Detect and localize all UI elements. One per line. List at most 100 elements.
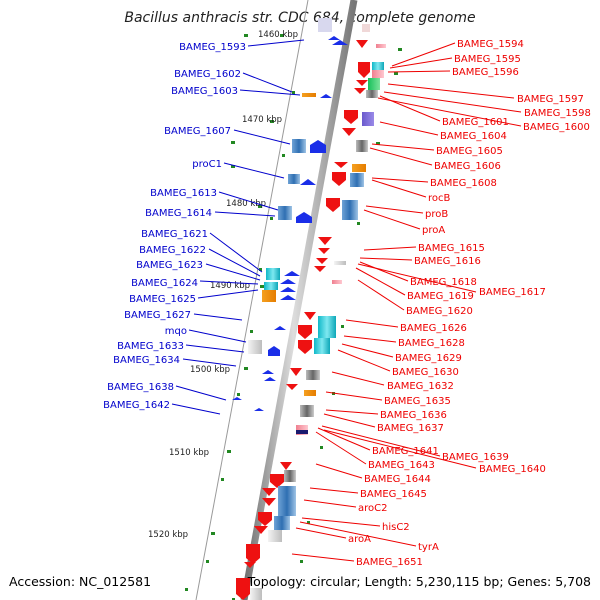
gene-label[interactable]: BAMEG_1642 bbox=[103, 400, 170, 411]
gene-label[interactable]: BAMEG_1602 bbox=[174, 69, 241, 80]
gene-label[interactable]: tyrA bbox=[418, 542, 439, 553]
leader-line bbox=[345, 319, 399, 328]
scale-tick bbox=[270, 217, 273, 220]
leader-line bbox=[193, 313, 243, 321]
gene-label[interactable]: BAMEG_1620 bbox=[406, 306, 473, 317]
scale-tick bbox=[211, 532, 215, 535]
gene-label[interactable]: BAMEG_1640 bbox=[479, 464, 546, 475]
gene-label[interactable]: BAMEG_1622 bbox=[139, 245, 206, 256]
scale-tick bbox=[250, 330, 253, 333]
forward-gene-arrow bbox=[320, 94, 332, 98]
gene-label[interactable]: BAMEG_1633 bbox=[117, 341, 184, 352]
leader-line bbox=[371, 177, 429, 183]
gene-label[interactable]: BAMEG_1630 bbox=[392, 367, 459, 378]
gene-label[interactable]: BAMEG_1634 bbox=[113, 355, 180, 366]
gene-box bbox=[278, 206, 292, 220]
gene-label[interactable]: BAMEG_1600 bbox=[523, 122, 590, 133]
gene-label[interactable]: BAMEG_1623 bbox=[136, 260, 203, 271]
leader-line bbox=[175, 385, 227, 401]
gene-label[interactable]: BAMEG_1598 bbox=[524, 108, 591, 119]
gene-label[interactable]: BAMEG_1617 bbox=[479, 287, 546, 298]
gene-label[interactable]: BAMEG_1644 bbox=[364, 474, 431, 485]
gene-label[interactable]: BAMEG_1607 bbox=[164, 126, 231, 137]
gene-label[interactable]: BAMEG_1606 bbox=[434, 161, 501, 172]
gene-label[interactable]: BAMEG_1619 bbox=[407, 291, 474, 302]
gene-box bbox=[302, 93, 316, 97]
gene-label[interactable]: BAMEG_1643 bbox=[368, 460, 435, 471]
gene-label[interactable]: BAMEG_1597 bbox=[517, 94, 584, 105]
gene-label[interactable]: proC1 bbox=[192, 159, 222, 170]
leader-line bbox=[379, 121, 439, 136]
gene-label[interactable]: proA bbox=[422, 225, 445, 236]
gene-label[interactable]: BAMEG_1601 bbox=[442, 117, 509, 128]
reverse-gene-arrow bbox=[286, 384, 298, 390]
gene-label[interactable]: BAMEG_1596 bbox=[452, 67, 519, 78]
leader-line bbox=[377, 97, 522, 127]
gene-label[interactable]: BAMEG_1628 bbox=[398, 338, 465, 349]
leader-line bbox=[325, 409, 379, 415]
gene-box bbox=[372, 62, 384, 70]
scale-tick bbox=[394, 72, 398, 75]
scale-tick bbox=[244, 367, 248, 370]
gene-label[interactable]: BAMEG_1605 bbox=[436, 146, 503, 157]
leader-line bbox=[182, 358, 237, 367]
gene-label[interactable]: BAMEG_1625 bbox=[129, 294, 196, 305]
leader-line bbox=[214, 211, 276, 217]
gene-label[interactable]: BAMEG_1651 bbox=[356, 557, 423, 568]
gene-label[interactable]: proB bbox=[425, 209, 448, 220]
gene-label[interactable]: BAMEG_1645 bbox=[360, 489, 427, 500]
forward-gene-arrow bbox=[232, 397, 242, 400]
gene-label[interactable]: BAMEG_1614 bbox=[145, 208, 212, 219]
leader-line bbox=[247, 39, 305, 47]
topology-text: Topology: circular; Length: 5,230,115 bp… bbox=[247, 574, 591, 589]
gene-label[interactable]: BAMEG_1635 bbox=[384, 396, 451, 407]
gene-label[interactable]: BAMEG_1618 bbox=[410, 277, 477, 288]
gene-label[interactable]: BAMEG_1627 bbox=[124, 310, 191, 321]
gene-box bbox=[318, 316, 336, 338]
leader-line bbox=[359, 261, 409, 282]
leader-line bbox=[309, 487, 359, 494]
gene-label[interactable]: BAMEG_1615 bbox=[418, 243, 485, 254]
gene-label[interactable]: BAMEG_1641 bbox=[372, 446, 439, 457]
gene-label[interactable]: BAMEG_1626 bbox=[400, 323, 467, 334]
gene-label[interactable]: BAMEG_1632 bbox=[387, 381, 454, 392]
leader-line bbox=[369, 147, 433, 166]
gene-label[interactable]: hisC2 bbox=[382, 522, 410, 533]
gene-label[interactable]: BAMEG_1639 bbox=[442, 452, 509, 463]
reverse-gene-arrow bbox=[246, 544, 260, 564]
reverse-gene-arrow bbox=[298, 340, 312, 354]
gene-box bbox=[300, 405, 314, 417]
gene-label[interactable]: aroA bbox=[348, 534, 371, 545]
gene-label[interactable]: BAMEG_1608 bbox=[430, 178, 497, 189]
scale-tick bbox=[292, 91, 295, 94]
reverse-gene-arrow bbox=[262, 488, 276, 496]
leader-line bbox=[291, 553, 355, 562]
gene-label[interactable]: BAMEG_1624 bbox=[131, 278, 198, 289]
gene-label[interactable]: BAMEG_1594 bbox=[457, 39, 524, 50]
gene-box bbox=[352, 164, 366, 172]
forward-gene-arrow bbox=[296, 212, 312, 223]
gene-label[interactable]: BAMEG_1636 bbox=[380, 410, 447, 421]
gene-label[interactable]: BAMEG_1616 bbox=[414, 256, 481, 267]
gene-label[interactable]: BAMEG_1621 bbox=[141, 229, 208, 240]
gene-label[interactable]: aroC2 bbox=[358, 503, 387, 514]
gene-label[interactable]: BAMEG_1593 bbox=[179, 42, 246, 53]
gene-label[interactable]: mqo bbox=[165, 326, 187, 337]
forward-genes bbox=[232, 36, 348, 411]
faint-feature bbox=[318, 18, 332, 32]
gene-label[interactable]: BAMEG_1637 bbox=[377, 423, 444, 434]
gene-box bbox=[292, 139, 306, 153]
gene-label[interactable]: rocB bbox=[428, 193, 451, 204]
leader-line bbox=[355, 267, 406, 296]
leader-line bbox=[299, 521, 417, 547]
leader-line bbox=[341, 343, 394, 358]
leader-line bbox=[365, 205, 424, 214]
gene-label[interactable]: BAMEG_1629 bbox=[395, 353, 462, 364]
gene-label[interactable]: BAMEG_1603 bbox=[171, 86, 238, 97]
gene-label[interactable]: BAMEG_1595 bbox=[454, 54, 521, 65]
scale-tick bbox=[270, 120, 274, 123]
gene-label[interactable]: BAMEG_1638 bbox=[107, 382, 174, 393]
gene-label[interactable]: BAMEG_1613 bbox=[150, 188, 217, 199]
gene-label[interactable]: BAMEG_1604 bbox=[440, 131, 507, 142]
backbone-strand bbox=[240, 0, 358, 600]
